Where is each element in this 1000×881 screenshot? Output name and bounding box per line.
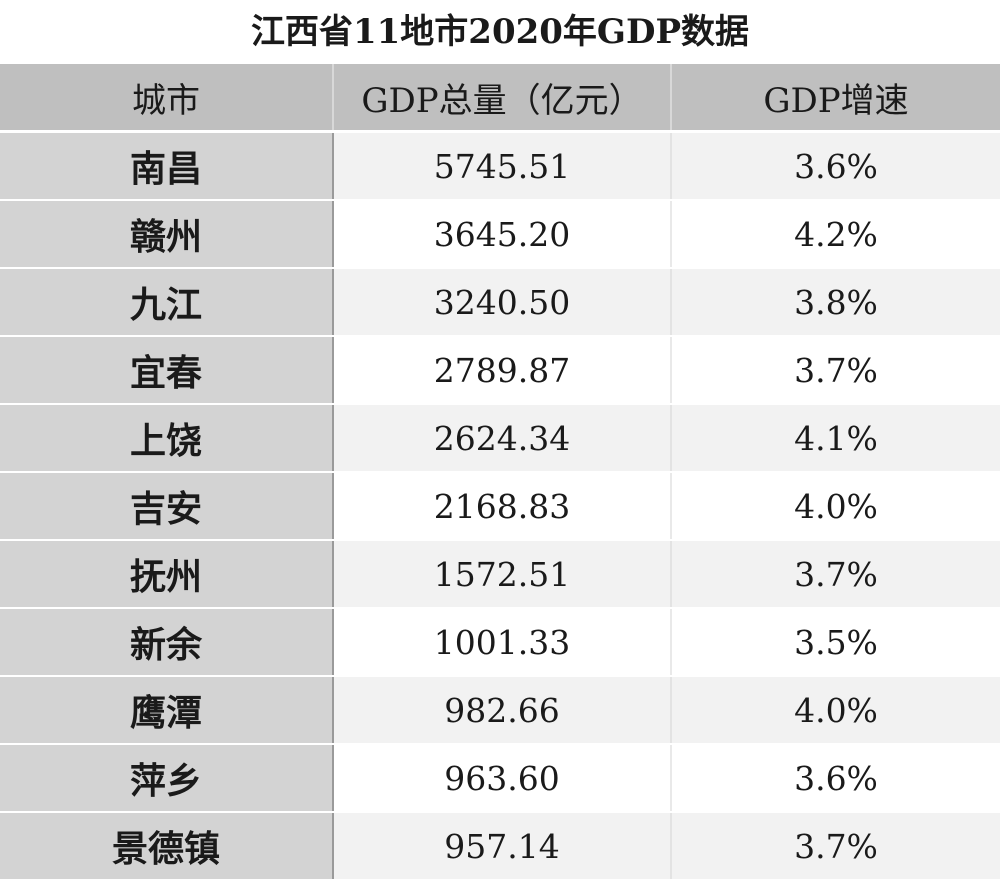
growth-cell: 3.7% (670, 812, 1000, 881)
growth-cell: 4.0% (670, 472, 1000, 541)
table-row: 九江 3240.50 3.8% (0, 268, 1000, 337)
table-row: 赣州 3645.20 4.2% (0, 200, 1000, 269)
column-header-city: 城市 (0, 64, 333, 133)
gdp-cell: 1001.33 (333, 608, 671, 677)
gdp-cell: 2789.87 (333, 336, 671, 405)
table-row: 新余 1001.33 3.5% (0, 608, 1000, 677)
table-row: 萍乡 963.60 3.6% (0, 744, 1000, 813)
gdp-cell: 957.14 (333, 812, 671, 881)
table-row: 鹰潭 982.66 4.0% (0, 676, 1000, 745)
gdp-cell: 2168.83 (333, 472, 671, 541)
city-cell: 吉安 (0, 472, 334, 541)
column-header-gdp-total: GDP总量（亿元） (332, 64, 671, 133)
growth-cell: 3.5% (670, 608, 1000, 677)
city-cell: 南昌 (0, 131, 334, 201)
city-cell: 赣州 (0, 200, 334, 269)
table-row: 景德镇 957.14 3.7% (0, 812, 1000, 881)
growth-cell: 3.6% (670, 131, 1000, 201)
city-cell: 上饶 (0, 404, 334, 473)
gdp-cell: 3240.50 (333, 268, 671, 337)
growth-cell: 4.0% (670, 676, 1000, 745)
city-cell: 新余 (0, 608, 334, 677)
column-header-gdp-growth: GDP增速 (670, 64, 1000, 133)
growth-cell: 3.8% (670, 268, 1000, 337)
gdp-cell: 982.66 (333, 676, 671, 745)
table-row: 宜春 2789.87 3.7% (0, 336, 1000, 405)
table-row: 南昌 5745.51 3.6% (0, 131, 1000, 201)
city-cell: 宜春 (0, 336, 334, 405)
growth-cell: 4.2% (670, 200, 1000, 269)
table-row: 上饶 2624.34 4.1% (0, 404, 1000, 473)
city-cell: 九江 (0, 268, 334, 337)
city-cell: 鹰潭 (0, 676, 334, 745)
growth-cell: 4.1% (670, 404, 1000, 473)
city-cell: 抚州 (0, 540, 334, 609)
gdp-cell: 5745.51 (333, 131, 671, 201)
city-cell: 萍乡 (0, 744, 334, 813)
gdp-cell: 963.60 (333, 744, 671, 813)
growth-cell: 3.7% (670, 336, 1000, 405)
page-title: 江西省11地市2020年GDP数据 (250, 12, 750, 52)
growth-cell: 3.6% (670, 744, 1000, 813)
city-cell: 景德镇 (0, 812, 334, 881)
gdp-cell: 3645.20 (333, 200, 671, 269)
gdp-cell: 2624.34 (333, 404, 671, 473)
table-row: 吉安 2168.83 4.0% (0, 472, 1000, 541)
growth-cell: 3.7% (670, 540, 1000, 609)
table-header-row: 城市 GDP总量（亿元） GDP增速 (0, 64, 1000, 133)
gdp-cell: 1572.51 (333, 540, 671, 609)
gdp-table: 城市 GDP总量（亿元） GDP增速 南昌 5745.51 3.6% 赣州 36… (0, 64, 1000, 881)
table-row: 抚州 1572.51 3.7% (0, 540, 1000, 609)
